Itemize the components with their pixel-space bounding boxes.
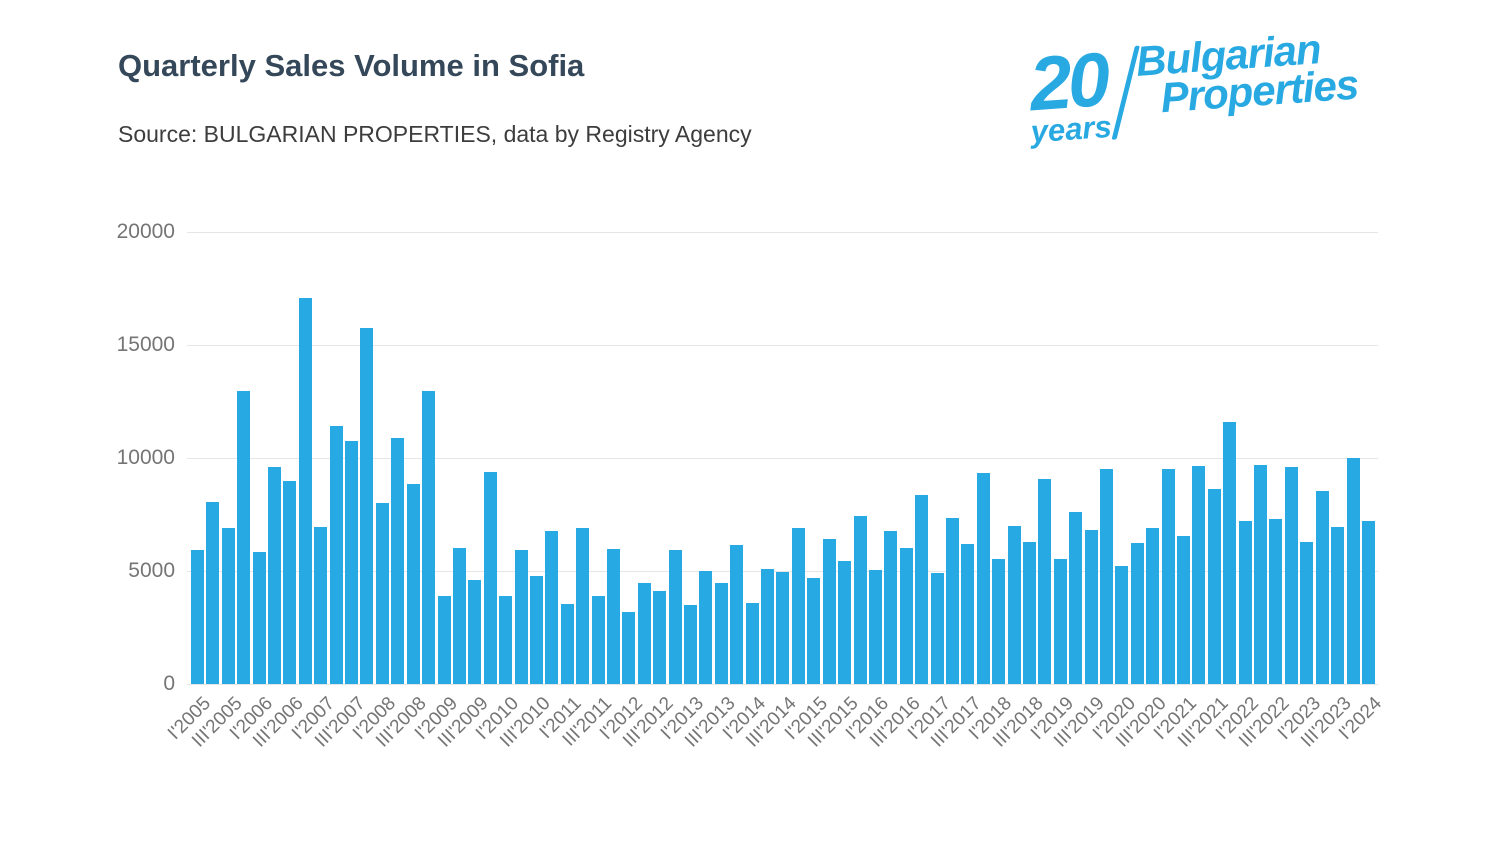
- bar-I'2020[interactable]: [1115, 566, 1129, 684]
- bar-I'2011[interactable]: [560, 603, 574, 684]
- bar-IV'2012[interactable]: [668, 549, 682, 684]
- source-caption: Source: BULGARIAN PROPERTIES, data by Re…: [118, 121, 752, 147]
- bar-IV'2023[interactable]: [1346, 458, 1360, 684]
- bar-IV'2013[interactable]: [730, 545, 744, 684]
- bar-I'2005[interactable]: [191, 549, 204, 684]
- bar-I'2006[interactable]: [252, 551, 266, 684]
- gridline-y-10000: [187, 457, 1378, 459]
- bar-II'2022[interactable]: [1254, 464, 1268, 684]
- bar-III'2015[interactable]: [838, 560, 852, 684]
- bar-IV'2007[interactable]: [360, 327, 374, 684]
- bar-II'2014[interactable]: [761, 568, 775, 684]
- bar-II'2015[interactable]: [822, 539, 836, 684]
- bar-IV'2017[interactable]: [976, 472, 990, 684]
- bar-I'2007[interactable]: [314, 526, 328, 684]
- gridline-y-5000: [187, 570, 1378, 572]
- bar-III'2007[interactable]: [345, 441, 359, 684]
- bar-III'2012[interactable]: [653, 591, 667, 684]
- bar-II'2011[interactable]: [576, 528, 590, 684]
- bar-I'2023[interactable]: [1300, 541, 1314, 684]
- bar-IV'2008[interactable]: [422, 391, 436, 684]
- bar-II'2017[interactable]: [945, 517, 959, 684]
- bar-IV'2020[interactable]: [1161, 469, 1175, 684]
- bar-II'2023[interactable]: [1315, 490, 1329, 684]
- bar-I'2013[interactable]: [684, 604, 698, 684]
- bar-II'2013[interactable]: [699, 571, 713, 684]
- bar-I'2016[interactable]: [868, 569, 882, 684]
- bar-I'2012[interactable]: [622, 611, 636, 684]
- bar-IV'2016[interactable]: [915, 495, 929, 684]
- y-axis-label: 10000: [116, 446, 175, 469]
- bar-III'2023[interactable]: [1331, 526, 1345, 684]
- bar-II'2010[interactable]: [514, 549, 528, 684]
- bar-III'2021[interactable]: [1207, 488, 1221, 684]
- bar-IV'2010[interactable]: [545, 530, 559, 684]
- bar-II'2009[interactable]: [452, 547, 466, 684]
- bar-II'2016[interactable]: [884, 531, 898, 684]
- bar-III'2005[interactable]: [221, 528, 235, 684]
- bar-I'2018[interactable]: [992, 558, 1006, 684]
- y-axis-label: 20000: [116, 220, 175, 243]
- bar-III'2011[interactable]: [591, 596, 605, 684]
- bar-III'2022[interactable]: [1269, 519, 1283, 684]
- bar-II'2021[interactable]: [1192, 465, 1206, 684]
- bar-III'2014[interactable]: [776, 572, 790, 684]
- bar-II'2018[interactable]: [1007, 525, 1021, 684]
- bar-III'2018[interactable]: [1022, 541, 1036, 684]
- bar-IV'2014[interactable]: [791, 528, 805, 684]
- bar-III'2006[interactable]: [283, 480, 297, 684]
- bar-III'2019[interactable]: [1084, 530, 1098, 684]
- bar-IV'2015[interactable]: [853, 515, 867, 684]
- page-title: Quarterly Sales Volume in Sofia: [118, 48, 585, 83]
- bar-I'2010[interactable]: [499, 595, 513, 684]
- bar-III'2010[interactable]: [529, 575, 543, 684]
- bar-IV'2006[interactable]: [298, 298, 312, 684]
- bar-I'2009[interactable]: [437, 595, 451, 684]
- bar-III'2016[interactable]: [899, 548, 913, 684]
- y-axis-label: 5000: [128, 559, 175, 582]
- bar-IV'2022[interactable]: [1284, 467, 1298, 684]
- bar-I'2014[interactable]: [745, 602, 759, 684]
- bar-IV'2019[interactable]: [1100, 469, 1113, 684]
- bar-III'2009[interactable]: [468, 580, 482, 684]
- gridline-y-15000: [187, 344, 1378, 346]
- bar-III'2020[interactable]: [1146, 528, 1160, 684]
- bar-IV'2009[interactable]: [483, 471, 497, 684]
- bar-II'2006[interactable]: [268, 467, 282, 684]
- y-axis-label: 0: [163, 672, 175, 695]
- bar-III'2008[interactable]: [406, 483, 420, 684]
- bar-II'2005[interactable]: [206, 501, 220, 684]
- bar-I'2022[interactable]: [1238, 521, 1252, 684]
- gridline-y-0: [187, 683, 1378, 685]
- bar-II'2020[interactable]: [1130, 542, 1144, 684]
- plot-area: 0 5000 10000 15000 20000 I'2005 III'2005 I'2006…: [117, 220, 1387, 752]
- bar-IV'2018[interactable]: [1038, 479, 1052, 684]
- bar-I'2015[interactable]: [807, 577, 821, 684]
- bar-IV'2005[interactable]: [237, 391, 251, 684]
- bar-IV'2021[interactable]: [1223, 421, 1237, 684]
- bar-II'2019[interactable]: [1069, 512, 1083, 684]
- bar-I'2017[interactable]: [930, 573, 944, 684]
- bar-II'2008[interactable]: [391, 437, 405, 684]
- bar-II'2012[interactable]: [637, 582, 651, 684]
- y-axis-label: 15000: [116, 333, 175, 356]
- bar-II'2007[interactable]: [329, 426, 343, 684]
- bar-III'2013[interactable]: [714, 583, 728, 684]
- bar-I'2008[interactable]: [375, 503, 389, 684]
- bar-IV'2011[interactable]: [606, 549, 620, 684]
- gridline-y-20000: [187, 231, 1378, 233]
- bar-I'2024[interactable]: [1361, 521, 1375, 684]
- bar-I'2021[interactable]: [1177, 535, 1191, 684]
- bar-I'2019[interactable]: [1053, 558, 1067, 684]
- bar-III'2017[interactable]: [961, 543, 975, 684]
